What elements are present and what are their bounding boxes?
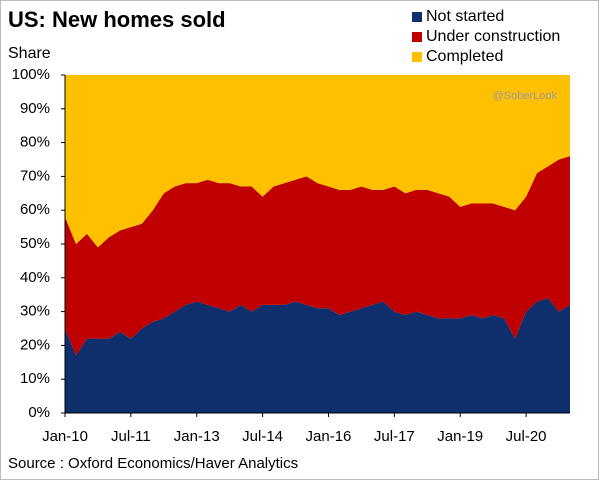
legend-label: Not started xyxy=(426,8,504,25)
y-tick-label: 80% xyxy=(20,134,50,151)
legend-label: Under construction xyxy=(426,28,560,45)
x-tick-label: Jan-13 xyxy=(174,428,220,445)
y-tick-label: 90% xyxy=(20,100,50,117)
x-tick-label: Jan-16 xyxy=(306,428,352,445)
x-tick-label: Jul-17 xyxy=(374,428,415,445)
chart-title: US: New homes sold xyxy=(8,7,226,32)
x-tick-label: Jul-20 xyxy=(506,428,547,445)
y-tick-label: 10% xyxy=(20,370,50,387)
y-axis-label: Share xyxy=(8,45,51,62)
source: Source : Oxford Economics/Haver Analytic… xyxy=(8,455,298,472)
x-tick-label: Jul-14 xyxy=(242,428,283,445)
legend-swatch xyxy=(412,32,422,42)
y-tick-label: 50% xyxy=(20,235,50,252)
y-tick-label: 60% xyxy=(20,201,50,218)
legend-swatch xyxy=(412,12,422,22)
y-tick-label: 40% xyxy=(20,269,50,286)
y-tick-label: 70% xyxy=(20,167,50,184)
watermark: @SoberLook xyxy=(493,90,558,102)
y-tick-label: 100% xyxy=(12,66,50,83)
x-tick-label: Jan-19 xyxy=(437,428,483,445)
area xyxy=(65,156,570,356)
area xyxy=(65,298,570,413)
x-tick-label: Jan-10 xyxy=(42,428,88,445)
legend-label: Completed xyxy=(426,48,503,65)
y-tick-label: 30% xyxy=(20,303,50,320)
legend-swatch xyxy=(412,52,422,62)
x-tick-label: Jul-11 xyxy=(111,428,151,445)
area xyxy=(65,75,570,248)
y-tick-label: 20% xyxy=(20,336,50,353)
y-tick-label: 0% xyxy=(28,404,50,421)
